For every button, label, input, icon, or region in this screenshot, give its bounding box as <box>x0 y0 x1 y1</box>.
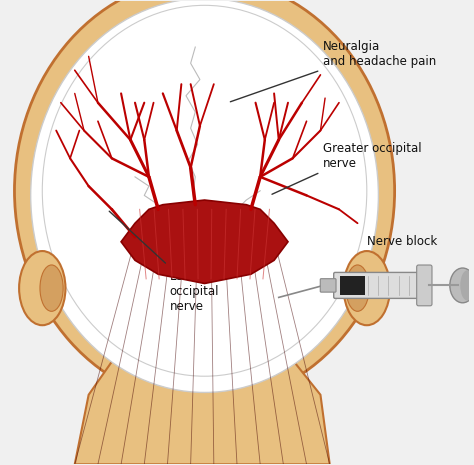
Ellipse shape <box>346 265 369 311</box>
Ellipse shape <box>31 0 378 392</box>
Text: Lesser
occipital
nerve: Lesser occipital nerve <box>170 270 219 312</box>
Ellipse shape <box>40 265 63 311</box>
Ellipse shape <box>344 251 390 325</box>
Text: Greater occipital
nerve: Greater occipital nerve <box>323 142 421 170</box>
FancyBboxPatch shape <box>334 272 420 299</box>
Ellipse shape <box>450 268 474 303</box>
Ellipse shape <box>15 0 395 404</box>
Polygon shape <box>75 316 330 465</box>
Ellipse shape <box>460 270 474 300</box>
Ellipse shape <box>42 5 367 376</box>
Polygon shape <box>121 200 288 284</box>
Bar <box>340 276 365 295</box>
FancyBboxPatch shape <box>417 265 432 306</box>
Text: Nerve block: Nerve block <box>367 235 437 248</box>
Ellipse shape <box>19 251 65 325</box>
FancyBboxPatch shape <box>320 279 336 292</box>
Text: Neuralgia
and headache pain: Neuralgia and headache pain <box>323 40 436 68</box>
